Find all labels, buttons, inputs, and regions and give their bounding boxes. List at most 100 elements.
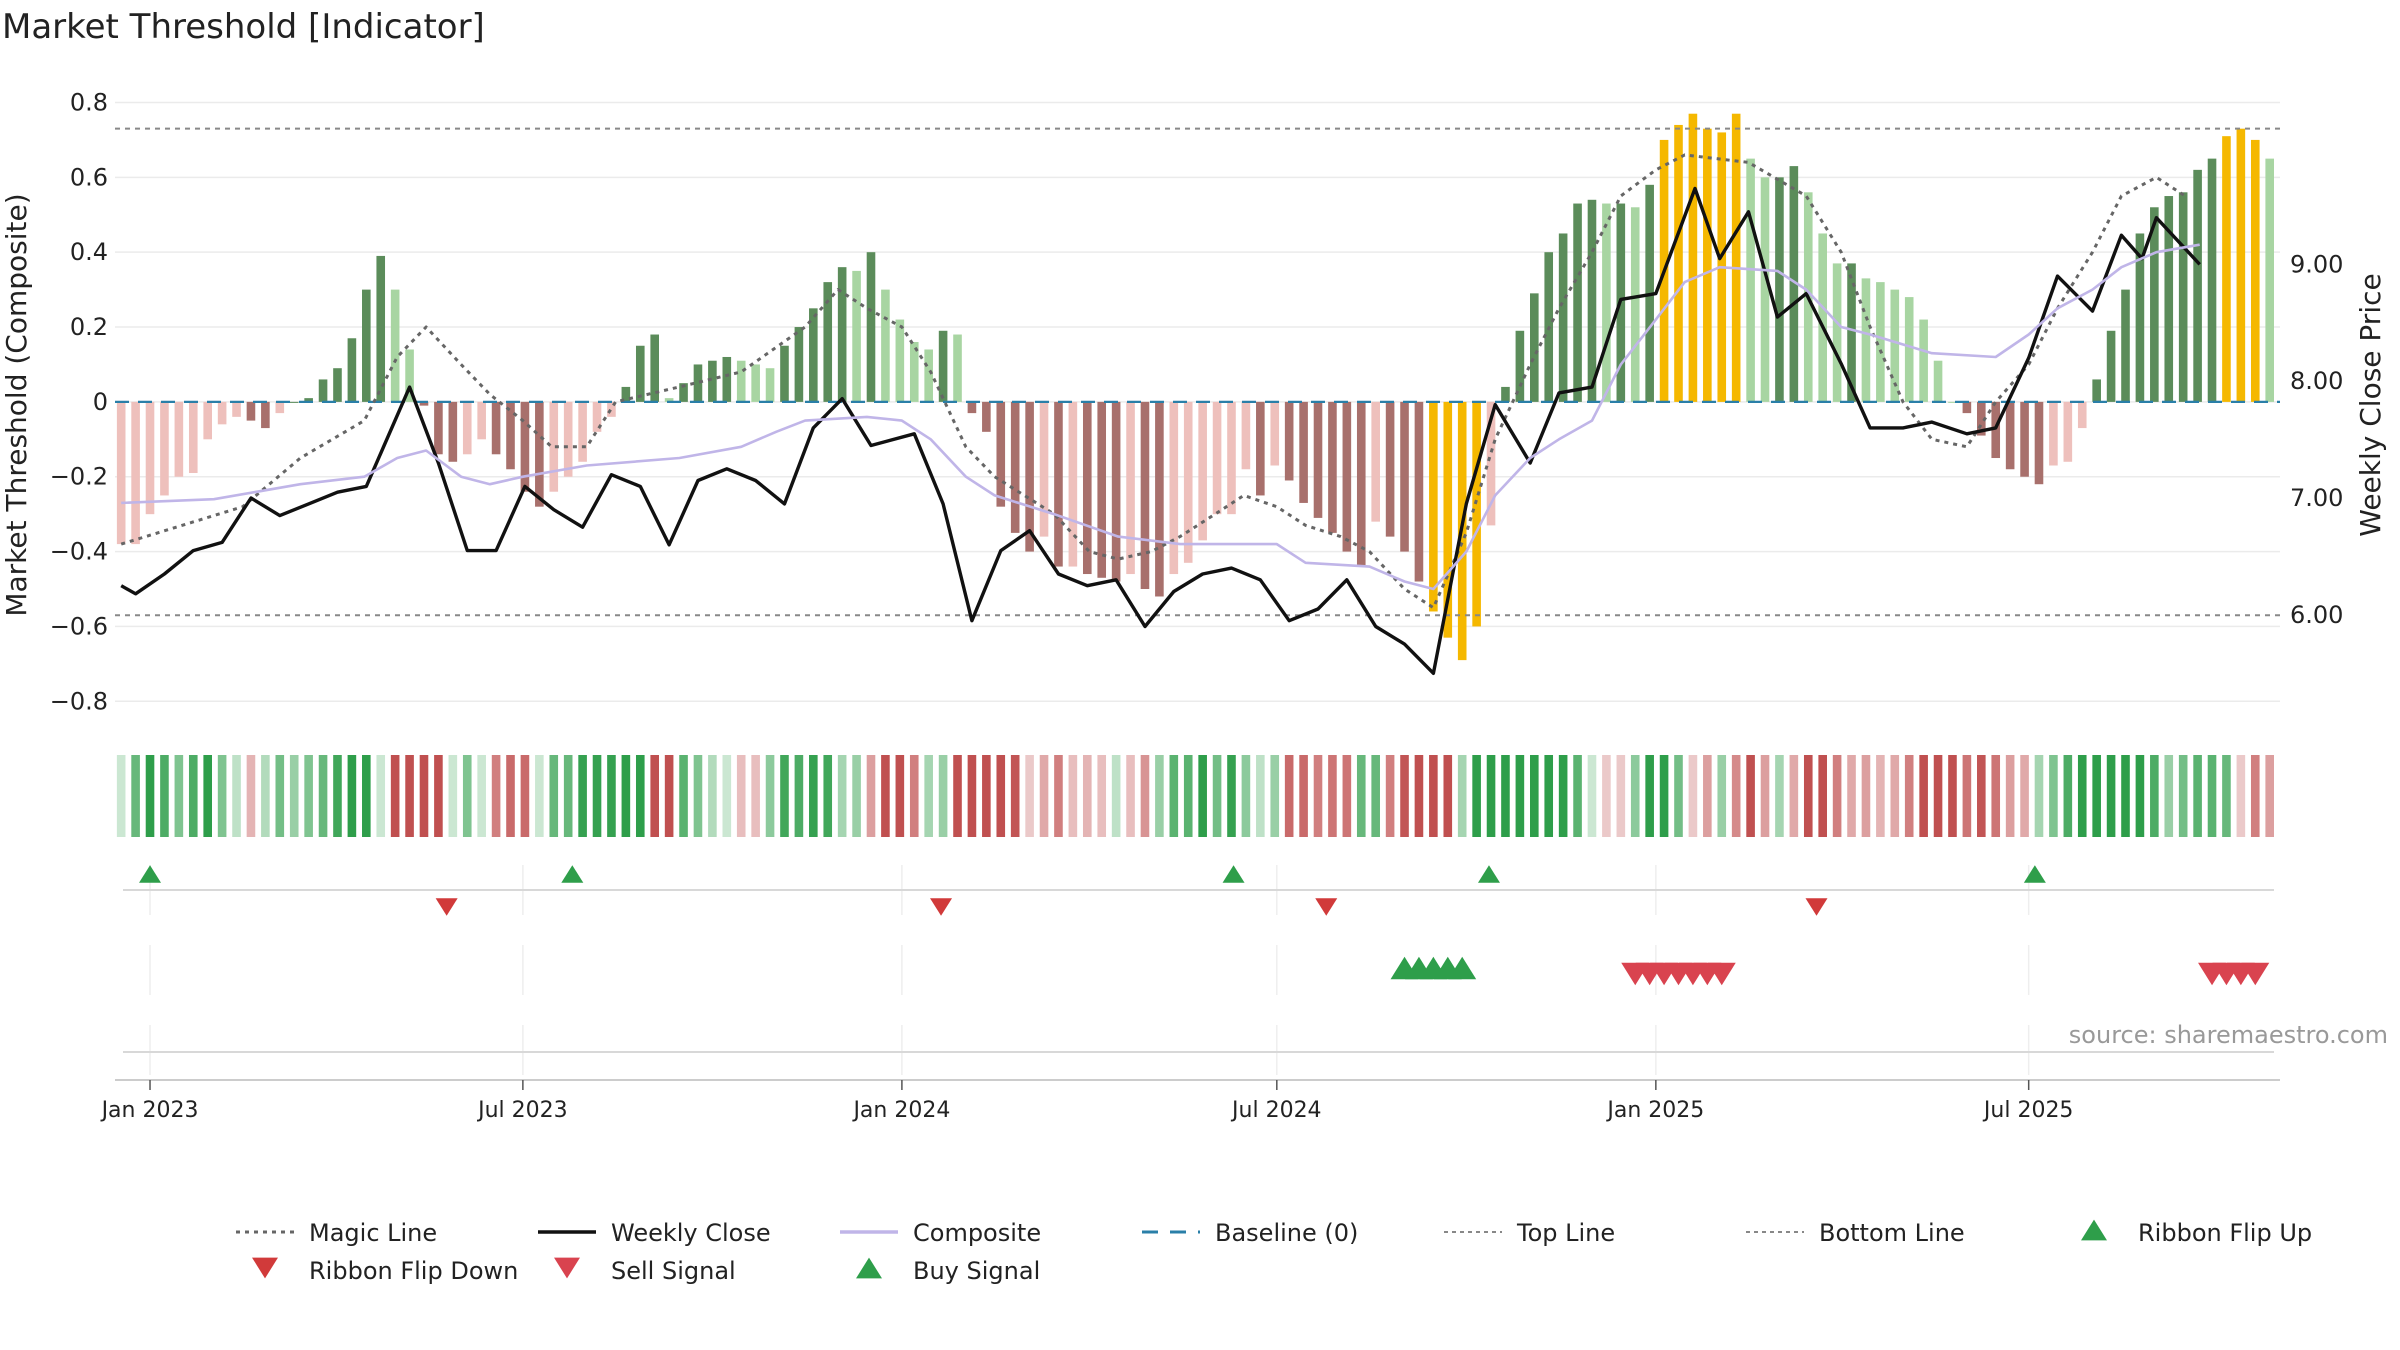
threshold-bar (664, 398, 674, 402)
x-axis-ticks: Jan 2023 Jul 2023 Jan 2024 Jul 2024 Jan 2025… (100, 1079, 2280, 1123)
threshold-bar (131, 401, 140, 545)
ribbon-cell (174, 755, 184, 837)
legend-label: Ribbon Flip Down (309, 1257, 518, 1285)
threshold-bar (2135, 233, 2145, 402)
y-tick-label: 0.2 (70, 313, 108, 341)
ribbon-cell (275, 755, 285, 837)
threshold-bar (1703, 128, 1712, 402)
ribbon-cell (1068, 755, 1078, 837)
ribbon-cell (765, 755, 775, 837)
threshold-bar (203, 401, 212, 440)
ribbon-cell (203, 755, 212, 837)
legend-label: Buy Signal (913, 1257, 1040, 1285)
ribbon-cell (1385, 755, 1395, 837)
threshold-bar (2150, 207, 2159, 402)
magic-line-line (120, 153, 2187, 610)
ribbon-cell (852, 755, 861, 837)
signal-markers (123, 865, 2274, 1075)
threshold-bar (2265, 158, 2275, 402)
ribbon-cell (1241, 755, 1251, 837)
ribbon-cell (2222, 755, 2231, 837)
threshold-bar (1155, 401, 1164, 597)
ribbon-cell (188, 755, 198, 837)
ribbon-cell (780, 755, 789, 837)
ribbon-cell (1486, 755, 1496, 837)
ribbon-cell (390, 755, 400, 837)
threshold-bar (751, 364, 760, 402)
y-tick-label: 0.4 (70, 238, 108, 266)
ribbon (116, 755, 2275, 837)
y-tick-label: 0.6 (70, 163, 108, 191)
legend-label: Baseline (0) (1215, 1219, 1358, 1247)
y-axis-label: Market Threshold (Composite) (0, 193, 33, 616)
x-tick-label: Jan 2024 (851, 1098, 950, 1123)
threshold-bar (1270, 401, 1280, 466)
ribbon-cell (1371, 755, 1380, 837)
threshold-bar (1904, 297, 1914, 402)
ribbon-cell (909, 755, 919, 837)
ribbon-cell (621, 755, 631, 837)
threshold-bar (1371, 401, 1380, 522)
threshold-bar (1919, 319, 1928, 402)
ribbon-cell (938, 755, 948, 837)
y-axis-ticks: 0.8 0.6 0.4 0.2 0 −0.2 −0.4 −0.6 −0.8 (50, 88, 108, 715)
ribbon-cell (1904, 755, 1914, 837)
ribbon-cell (1270, 755, 1280, 837)
ribbon-cell (506, 755, 515, 837)
ribbon-cell (1688, 755, 1698, 837)
threshold-bar (1025, 401, 1034, 552)
threshold-bar (1832, 263, 1842, 402)
ribbon-cell (563, 755, 573, 837)
legend-marker (2081, 1219, 2107, 1241)
threshold-bar (2063, 401, 2073, 462)
threshold-bar (2049, 401, 2058, 466)
threshold-bar (1818, 233, 1827, 402)
ribbon-cell (1183, 755, 1193, 837)
ribbon-cell (794, 755, 804, 837)
ribbon-cell (722, 755, 732, 837)
ribbon-cell (535, 755, 544, 837)
threshold-bar (1472, 401, 1481, 627)
threshold-bar (1356, 401, 1366, 567)
threshold-bar (1328, 401, 1337, 533)
ribbon-cell (1356, 755, 1366, 837)
threshold-bar (866, 252, 876, 402)
threshold-bar (2164, 196, 2174, 402)
threshold-bar (160, 401, 169, 496)
y2-tick-label: 8.00 (2290, 367, 2343, 395)
ribbon-cell (1731, 755, 1741, 837)
threshold-bar (1962, 401, 1972, 414)
sell-signal-marker (2241, 962, 2270, 986)
ribbon-cell (1977, 755, 1986, 837)
threshold-bar (535, 401, 544, 507)
ribbon-cell (1212, 755, 1222, 837)
threshold-bar (592, 401, 602, 432)
threshold-bar (1054, 401, 1063, 567)
ribbon-flip-up-marker (1477, 865, 1500, 883)
ribbon-cell (333, 755, 342, 837)
ribbon-cell (491, 755, 501, 837)
threshold-bar (2077, 401, 2087, 429)
threshold-bar (174, 401, 184, 477)
ribbon-cell (809, 755, 818, 837)
threshold-bar (1140, 401, 1150, 590)
threshold-bar (1674, 124, 1683, 402)
ribbon-cell (1256, 755, 1265, 837)
threshold-bar (895, 319, 905, 402)
threshold-bar (1775, 177, 1784, 402)
ribbon-cell (1472, 755, 1481, 837)
y2-tick-label: 9.00 (2290, 250, 2343, 278)
ribbon-cell (2265, 755, 2275, 837)
ribbon-cell (2178, 755, 2188, 837)
ribbon-cell (1515, 755, 1525, 837)
reference-lines (115, 127, 2280, 617)
x-tick-label: Jul 2025 (1982, 1098, 2074, 1123)
ribbon-cell (318, 755, 328, 837)
ribbon-cell (953, 755, 962, 837)
threshold-bar (982, 401, 991, 432)
threshold-bar (1400, 401, 1409, 552)
ribbon-cell (2106, 755, 2116, 837)
ribbon-cell (232, 755, 241, 837)
composite-line (121, 243, 2200, 591)
threshold-bar (967, 401, 977, 414)
